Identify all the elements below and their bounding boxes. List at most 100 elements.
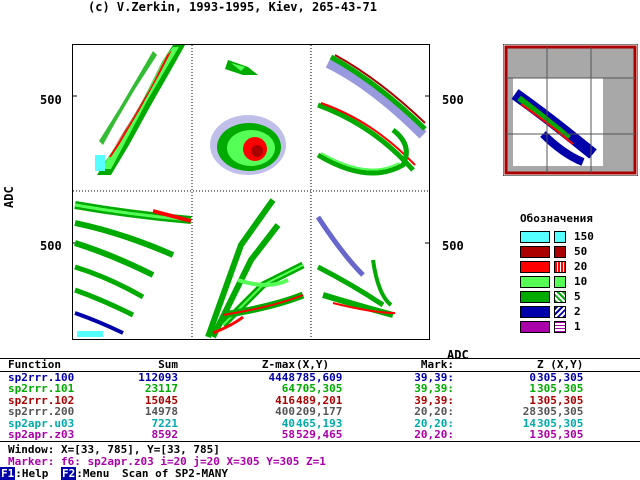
legend-pattern bbox=[554, 260, 566, 273]
row-z: 1 bbox=[529, 382, 536, 395]
row-sum: 7221 bbox=[151, 416, 179, 430]
row-zmax: 4448 bbox=[268, 370, 296, 384]
panel-top-right bbox=[316, 54, 427, 176]
legend-pattern bbox=[554, 290, 566, 303]
y-tick-500-upper-left: 500 bbox=[40, 93, 62, 107]
table-row[interactable]: sp2apr.z03 8592 58 529,465 20,20: 1 305,… bbox=[0, 429, 640, 441]
header-sum: Sum bbox=[158, 358, 178, 371]
legend-swatch bbox=[520, 260, 550, 273]
row-sum: 14978 bbox=[144, 405, 178, 418]
marker-info-text: Marker: f6: sp2apr.z03 i=20 j=20 X=305 Y… bbox=[8, 455, 326, 468]
help-key-label[interactable]: :Help bbox=[15, 467, 49, 480]
legend-row: 50 bbox=[520, 244, 630, 259]
scatter-matrix-plot[interactable] bbox=[72, 44, 430, 340]
row-sum: 112093 bbox=[138, 370, 178, 384]
legend-label: 1 bbox=[574, 320, 581, 333]
row-z-xy: 305,305 bbox=[537, 370, 584, 384]
legend: Обозначения 150 50 20 10 5 2 1 bbox=[520, 212, 630, 334]
overview-minimap[interactable] bbox=[503, 44, 638, 176]
table-row[interactable]: sp2rrr.101 23117 64 705,305 39,39: 1 305… bbox=[0, 383, 640, 395]
row-xy: 465,193 bbox=[296, 416, 343, 430]
function-key-bar: F1:Help F2:Menu Scan of SP2-MANY bbox=[0, 467, 640, 480]
help-key[interactable]: F1:Help bbox=[0, 467, 48, 480]
panel-bottom-left bbox=[74, 201, 192, 337]
legend-title: Обозначения bbox=[520, 212, 593, 225]
header-function: Function bbox=[8, 358, 61, 371]
copyright-text: (c) V.Zerkin, 1993-1995, Kiev, 265-43-71 bbox=[88, 0, 377, 14]
row-zmax: 400 bbox=[275, 405, 295, 418]
y-axis-label: ADC bbox=[2, 186, 16, 208]
legend-row: 150 bbox=[520, 229, 630, 244]
y-tick-500-upper-right: 500 bbox=[442, 93, 464, 107]
row-function: sp2rrr.100 bbox=[8, 370, 75, 384]
f2-key-badge[interactable]: F2 bbox=[61, 467, 77, 480]
header-z-xy: Z (X,Y) bbox=[537, 358, 584, 371]
header-xy: (X,Y) bbox=[296, 358, 330, 371]
row-xy: 705,305 bbox=[296, 382, 343, 395]
y-tick-500-lower-right: 500 bbox=[442, 239, 464, 253]
row-z-xy: 305,305 bbox=[537, 382, 584, 395]
legend-label: 2 bbox=[574, 305, 581, 318]
row-mark: 39,39: bbox=[414, 382, 454, 395]
panel-bottom-middle bbox=[205, 198, 305, 339]
row-mark: 39,39: bbox=[414, 370, 454, 384]
table-header-row: Function Sum Z-max (X,Y) Mark: Z (X,Y) bbox=[0, 359, 640, 371]
legend-pattern bbox=[554, 305, 566, 318]
row-zmax: 58 bbox=[281, 428, 295, 441]
row-z: 1 bbox=[529, 393, 536, 407]
table-row[interactable]: sp2rrr.100 112093 4448 785,609 39,39: 0 … bbox=[0, 370, 640, 384]
table-row[interactable]: sp2rrr.102 15045 416 489,201 39,39: 1 30… bbox=[0, 393, 640, 407]
legend-label: 20 bbox=[574, 260, 588, 273]
row-mark: 39,39: bbox=[414, 393, 454, 407]
panel-bottom-right bbox=[315, 215, 396, 318]
legend-label: 150 bbox=[574, 230, 594, 243]
row-sum: 8592 bbox=[151, 428, 179, 441]
legend-pattern bbox=[554, 245, 566, 258]
row-z-xy: 305,305 bbox=[537, 416, 584, 430]
row-function: sp2rrr.102 bbox=[8, 393, 75, 407]
row-zmax: 64 bbox=[281, 382, 295, 395]
minimap-canvas bbox=[503, 44, 638, 176]
row-xy: 489,201 bbox=[296, 393, 343, 407]
scatter-matrix-canvas bbox=[73, 45, 429, 339]
menu-key-label[interactable]: :Menu bbox=[76, 467, 110, 480]
legend-row: 5 bbox=[520, 289, 630, 304]
row-function: sp2apr.z03 bbox=[8, 428, 75, 441]
table-row[interactable]: sp2rrr.200 14978 400 209,177 20,20: 28 3… bbox=[0, 406, 640, 418]
panel-top-middle bbox=[210, 60, 286, 175]
y-tick-500-lower-left: 500 bbox=[40, 239, 62, 253]
row-z-xy: 305,305 bbox=[537, 405, 584, 418]
legend-swatch bbox=[520, 290, 550, 303]
row-sum: 23117 bbox=[144, 382, 178, 395]
scan-status-text: Scan of SP2-MANY bbox=[122, 467, 228, 480]
function-table: Function Sum Z-max (X,Y) Mark: Z (X,Y) s… bbox=[0, 358, 640, 442]
table-row[interactable]: sp2apr.u03 7221 40 465,193 20,20: 14 305… bbox=[0, 416, 640, 430]
legend-label: 50 bbox=[574, 245, 588, 258]
legend-row: 20 bbox=[520, 259, 630, 274]
legend-label: 10 bbox=[574, 275, 588, 288]
row-z: 0 bbox=[529, 370, 536, 384]
row-sum: 15045 bbox=[144, 393, 178, 407]
row-z: 28 bbox=[522, 405, 536, 418]
header-zmax: Z-max bbox=[261, 358, 295, 371]
table-bottom-divider bbox=[0, 440, 640, 442]
window-range-text: Window: X=[33, 785], Y=[33, 785] bbox=[8, 443, 220, 456]
legend-swatch bbox=[520, 305, 550, 318]
menu-key[interactable]: F2:Menu bbox=[61, 467, 109, 480]
legend-pattern bbox=[554, 320, 566, 333]
legend-pattern bbox=[554, 275, 566, 288]
row-zmax: 416 bbox=[275, 393, 295, 407]
f1-key-badge[interactable]: F1 bbox=[0, 467, 16, 480]
row-function: sp2rrr.200 bbox=[8, 405, 75, 418]
status-area: Window: X=[33, 785], Y=[33, 785] Marker:… bbox=[0, 444, 640, 468]
row-xy: 209,177 bbox=[296, 405, 343, 418]
row-xy: 785,609 bbox=[296, 370, 343, 384]
legend-label: 5 bbox=[574, 290, 581, 303]
row-mark: 20,20: bbox=[414, 428, 454, 441]
table-top-divider bbox=[0, 358, 640, 359]
panel-top-left bbox=[95, 45, 185, 175]
row-function: sp2rrr.101 bbox=[8, 382, 75, 395]
row-z-xy: 305,305 bbox=[537, 393, 584, 407]
legend-row: 2 bbox=[520, 304, 630, 319]
table-header-divider bbox=[0, 370, 640, 372]
